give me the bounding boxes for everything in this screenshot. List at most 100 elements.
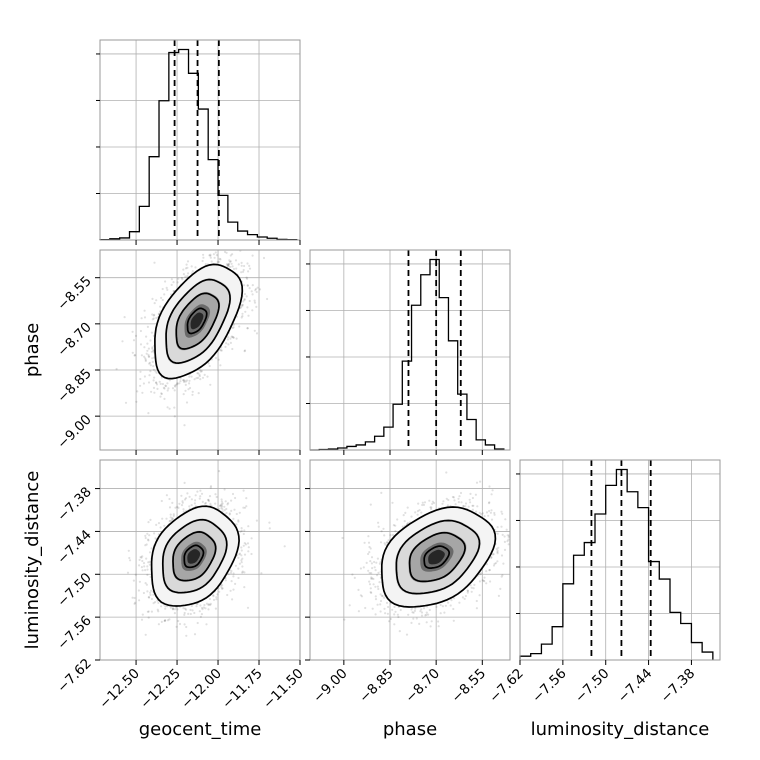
sample-point — [224, 345, 227, 348]
sample-point — [152, 314, 155, 317]
sample-point — [153, 261, 156, 264]
sample-point — [228, 512, 231, 515]
labels-layer: geocent_time phase luminosity_distancephas… — [22, 323, 709, 740]
sample-point — [364, 606, 367, 610]
sample-point — [175, 625, 178, 628]
x-tick-label: −8.85 — [356, 666, 397, 707]
sample-point — [169, 606, 172, 609]
sample-point — [228, 513, 231, 516]
sample-point — [157, 623, 160, 626]
sample-point — [241, 571, 244, 574]
sample-point — [392, 524, 395, 527]
sample-point — [497, 546, 500, 549]
sample-point — [488, 501, 491, 504]
sample-point — [155, 523, 158, 527]
sample-point — [175, 606, 178, 609]
x-tick-label: −8.55 — [449, 666, 490, 707]
sample-point — [512, 556, 514, 558]
sample-point — [241, 303, 244, 306]
sample-point — [250, 537, 253, 540]
sample-point — [239, 243, 241, 245]
sample-point — [182, 508, 185, 511]
sample-point — [176, 505, 179, 508]
sample-point — [463, 597, 466, 601]
sample-point — [148, 361, 152, 364]
sample-point — [228, 260, 232, 263]
sample-point — [193, 633, 197, 636]
sample-point — [255, 332, 259, 335]
sample-point — [194, 266, 197, 269]
sample-point — [367, 552, 370, 556]
sample-point — [388, 620, 391, 623]
sample-point — [225, 507, 228, 511]
sample-point — [198, 373, 201, 376]
sample-point — [367, 569, 370, 572]
sample-point — [138, 558, 141, 562]
sample-point — [144, 633, 147, 636]
sample-point — [250, 552, 253, 556]
sample-point — [441, 605, 444, 608]
sample-point — [385, 601, 389, 605]
y-tick-label: −8.70 — [54, 319, 95, 360]
sample-point — [383, 607, 386, 610]
sample-point — [188, 379, 191, 382]
sample-point — [209, 486, 212, 489]
sample-point — [140, 556, 143, 559]
sample-point — [497, 594, 500, 598]
sample-point — [194, 494, 197, 497]
sample-point — [475, 510, 478, 513]
sample-point — [163, 619, 167, 622]
sample-point — [183, 498, 187, 501]
sample-point — [242, 489, 245, 492]
sample-point — [235, 267, 238, 270]
sample-point — [505, 528, 508, 531]
sample-point — [393, 605, 396, 609]
sample-point — [450, 599, 453, 602]
sample-point — [191, 270, 194, 273]
sample-point — [174, 385, 177, 388]
sample-point — [218, 507, 221, 511]
sample-point — [428, 608, 431, 612]
sample-point — [482, 579, 485, 582]
sample-point — [229, 589, 232, 592]
sample-point — [226, 593, 229, 597]
sample-point — [164, 619, 167, 622]
sample-point — [115, 367, 118, 371]
sample-point — [246, 306, 249, 309]
sample-point — [154, 537, 157, 540]
sample-point — [235, 512, 238, 516]
sample-point — [374, 585, 377, 588]
sample-point — [134, 601, 137, 604]
sample-point — [152, 365, 155, 368]
sample-point — [247, 270, 250, 273]
sample-point — [369, 587, 372, 590]
sample-point — [491, 489, 494, 492]
sample-point — [218, 504, 222, 508]
sample-point — [414, 607, 417, 610]
sample-point — [153, 532, 156, 535]
sample-point — [149, 339, 152, 342]
sample-point — [418, 509, 421, 512]
sample-point — [139, 370, 142, 373]
y-tick-label: −7.56 — [54, 613, 95, 654]
sample-point — [164, 605, 167, 608]
sample-point — [163, 619, 166, 623]
sample-point — [154, 370, 157, 373]
sample-point — [146, 349, 149, 352]
sample-point — [417, 502, 420, 505]
sample-point — [367, 535, 370, 538]
contour-line — [150, 505, 240, 607]
sample-point — [258, 288, 262, 291]
sample-point — [377, 587, 380, 591]
sample-point — [138, 580, 141, 583]
sample-point — [420, 511, 423, 514]
sample-point — [365, 561, 368, 565]
sample-point — [178, 502, 181, 505]
sample-point — [190, 604, 193, 608]
sample-point — [372, 577, 375, 581]
sample-point — [198, 610, 201, 613]
sample-point — [378, 562, 381, 565]
sample-point — [140, 354, 143, 357]
sample-point — [184, 497, 188, 500]
sample-point — [140, 566, 143, 569]
